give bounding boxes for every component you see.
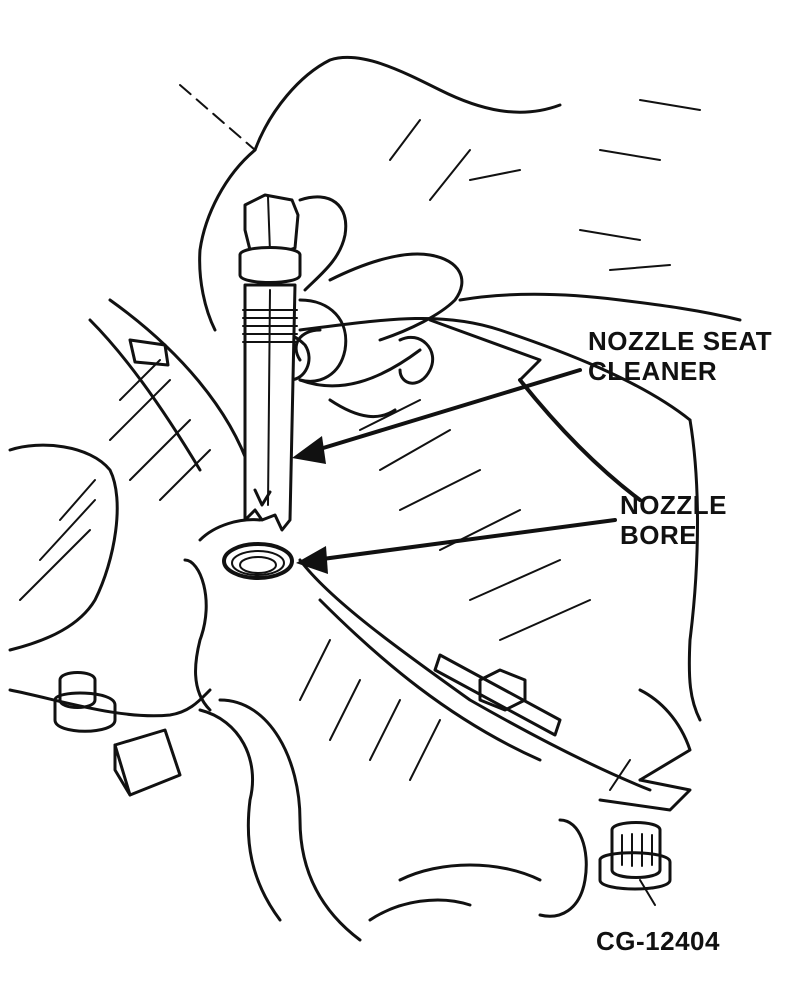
nozzle-seat-cleaner-tool bbox=[238, 193, 302, 532]
nozzle-bore-label: NOZZLE BORE bbox=[620, 490, 727, 550]
nozzle-seat-cleaner-label: NOZZLE SEAT CLEANER bbox=[588, 326, 772, 386]
leader-arrows bbox=[292, 368, 656, 906]
nozzle-bore-label-line1: NOZZLE bbox=[620, 490, 727, 520]
figure-id-label: CG-12404 bbox=[596, 926, 720, 956]
arrowhead-bore bbox=[296, 546, 328, 574]
nozzle-bore-label-line2: BORE bbox=[620, 520, 698, 550]
cylinder-head-casting bbox=[8, 298, 702, 942]
nozzle-seat-cleaner-label-line2: CLEANER bbox=[588, 356, 718, 386]
hand bbox=[179, 55, 742, 419]
arrowhead-seat-cleaner bbox=[292, 436, 326, 464]
nozzle-bore bbox=[198, 518, 294, 580]
nozzle-seat-cleaner-label-line1: NOZZLE SEAT bbox=[588, 326, 773, 356]
